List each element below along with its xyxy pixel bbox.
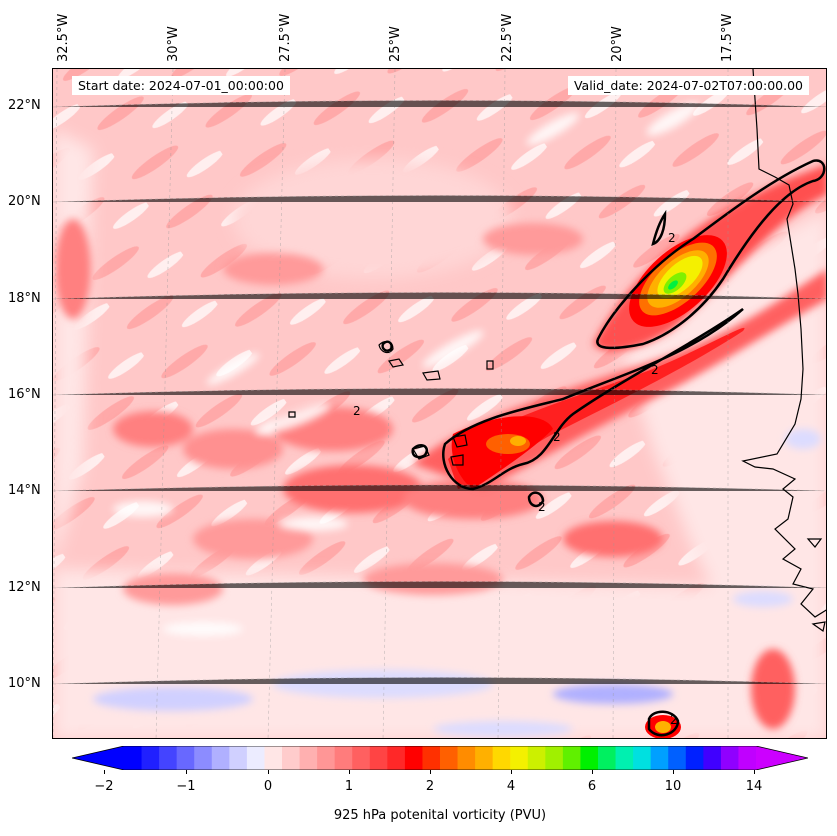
colorbar-label: 925 hPa potenital vorticity (PVU) [333,808,547,823]
colorbar-segment [299,746,318,770]
colorbar-segment [246,746,265,770]
colorbar-segment [457,746,476,770]
longitude-label: 17.5°W [720,13,735,62]
south-max-core [655,721,671,733]
colorbar-tick-label: 1 [344,779,354,794]
colorbar-segment [422,746,441,770]
colorbar-tick-mark [104,770,105,774]
colorbar-segment [545,746,564,770]
colorbar-tick-mark [673,770,674,774]
longitude-label: 25°W [388,26,403,62]
latitude-label: 12°N [8,580,41,595]
latitude-label: 14°N [8,483,41,498]
colorbar-segment [580,746,599,770]
contour-small-c [411,444,429,459]
colorbar-segment [282,746,301,770]
latitude-label: 20°N [8,194,41,209]
colorbar-segment [404,746,423,770]
colorbar-segment [527,746,546,770]
colorbar-segment [352,746,371,770]
valid-date-label: Valid_date: 2024-07-02T07:00:00.00 [567,76,809,95]
colorbar-segment [440,746,459,770]
colorbar-segment [317,746,336,770]
start-date-label: Start date: 2024-07-01_00:00:00 [72,76,290,95]
contour-label: 2 [553,430,561,444]
colorbar-tick-mark [349,770,350,774]
gridlines [53,69,826,738]
african-coastline [741,69,826,618]
colorbar-segment [598,746,617,770]
map-panel: 2 2 2 2 2 2 [52,68,827,739]
colorbar-tick-label: 10 [664,779,682,794]
colorbar-segment [264,746,283,770]
colorbar-segment [615,746,634,770]
colorbar-segment [211,746,230,770]
colorbar-segment [369,746,388,770]
colorbar-tick-label: −2 [94,779,114,794]
colorbar-segment [650,746,669,770]
contour-label: 2 [668,231,676,245]
colorbar-tick-mark [186,770,187,774]
contour-northeast [596,159,826,350]
colorbar-segment [387,746,406,770]
colorbar-segment [633,746,652,770]
colorbar-segment [334,746,353,770]
colorbar-segment [510,746,529,770]
contour-label: 2 [538,500,546,514]
colorbar-tick-mark [268,770,269,774]
colorbar-tick-mark [430,770,431,774]
contour-label: 2 [670,713,678,727]
colorbar-segment [703,746,722,770]
latitude-label: 16°N [8,387,41,402]
colorbar-tick-label: 14 [745,779,763,794]
colorbar-tick-mark [511,770,512,774]
longitude-label: 22.5°W [500,13,515,62]
colorbar-tick-mark [754,770,755,774]
colorbar-segment [176,746,195,770]
colorbar-segment [492,746,511,770]
latitude-label: 10°N [8,676,41,691]
colorbar-segment [475,746,494,770]
colorbar-segment [194,746,213,770]
colorbar-segment [124,746,143,770]
longitude-label: 27.5°W [278,13,293,62]
contour-labels: 2 2 2 2 2 2 [353,231,678,727]
colorbar-tick-label: 4 [506,779,516,794]
colorbar-under-arrow [72,746,124,770]
coast-detail [806,538,826,633]
cape-verde-islands [288,340,494,466]
colorbar-tick-label: −1 [176,779,196,794]
colorbar-segment [720,746,739,770]
contour-label: 2 [353,404,361,418]
longitude-label: 20°W [610,26,625,62]
colorbar-segment [738,746,757,770]
longitude-label: 32.5°W [56,13,71,62]
southwest-core-max [510,436,526,446]
latitude-label: 18°N [8,291,41,306]
colorbar-segment [668,746,687,770]
contour-small-a [527,491,545,508]
longitude-label: 30°W [166,26,181,62]
colorbar-segment [685,746,704,770]
pv-field-map: 2 2 2 2 2 2 [53,69,826,738]
colorbar-segment [562,746,581,770]
colorbar [72,746,808,770]
colorbar-over-arrow [756,746,808,770]
colorbar-tick-mark [592,770,593,774]
negative-pv-patches [93,429,821,737]
colorbar-segment [229,746,248,770]
pv-filament [413,164,826,738]
colorbar-tick-label: 6 [587,779,597,794]
colorbar-tick-label: 2 [425,779,435,794]
white-streaks [113,102,700,636]
northeast-peak [668,280,678,290]
colorbar-segment [141,746,160,770]
contour-spike [651,209,667,247]
contour-label: 2 [651,363,659,377]
colorbar-segment [159,746,178,770]
latitude-label: 22°N [8,98,41,113]
contour-south [647,710,680,737]
colorbar-tick-label: 0 [263,779,273,794]
